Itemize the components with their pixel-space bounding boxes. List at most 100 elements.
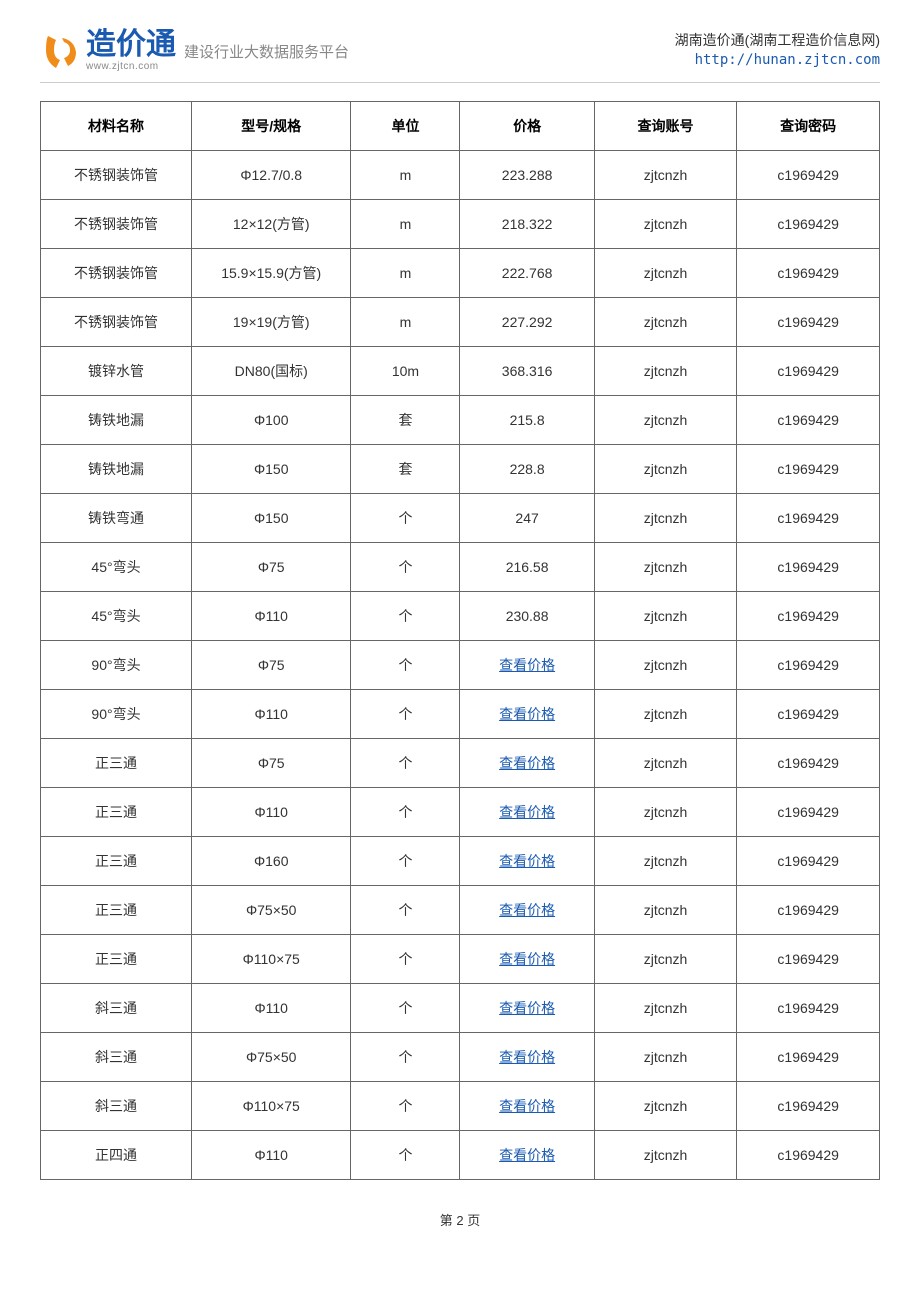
view-price-link[interactable]: 查看价格 [499, 706, 555, 722]
cell-account: zjtcnzh [594, 347, 737, 396]
table-row: 正三通Φ75个查看价格zjtcnzhc1969429 [41, 739, 880, 788]
cell-name: 45°弯头 [41, 543, 192, 592]
cell-name: 90°弯头 [41, 641, 192, 690]
table-row: 不锈钢装饰管15.9×15.9(方管)m222.768zjtcnzhc19694… [41, 249, 880, 298]
cell-account: zjtcnzh [594, 788, 737, 837]
cell-name: 45°弯头 [41, 592, 192, 641]
cell-price: 查看价格 [460, 1131, 594, 1180]
table-row: 90°弯头Φ75个查看价格zjtcnzhc1969429 [41, 641, 880, 690]
cell-password: c1969429 [737, 151, 880, 200]
cell-account: zjtcnzh [594, 249, 737, 298]
page-header: 造价通 www.zjtcn.com 建设行业大数据服务平台 湖南造价通(湖南工程… [40, 30, 880, 83]
table-row: 铸铁地漏Φ100套215.8zjtcnzhc1969429 [41, 396, 880, 445]
table-row: 正四通Φ110个查看价格zjtcnzhc1969429 [41, 1131, 880, 1180]
cell-price: 查看价格 [460, 739, 594, 788]
cell-unit: 个 [351, 935, 460, 984]
cell-spec: DN80(国标) [192, 347, 351, 396]
cell-spec: Φ110×75 [192, 935, 351, 984]
cell-account: zjtcnzh [594, 935, 737, 984]
cell-name: 铸铁地漏 [41, 396, 192, 445]
cell-account: zjtcnzh [594, 151, 737, 200]
col-header-unit: 单位 [351, 102, 460, 151]
cell-password: c1969429 [737, 739, 880, 788]
logo-subtitle: www.zjtcn.com [86, 61, 176, 72]
cell-name: 正三通 [41, 788, 192, 837]
materials-table: 材料名称 型号/规格 单位 价格 查询账号 查询密码 不锈钢装饰管Φ12.7/0… [40, 101, 880, 1180]
cell-spec: Φ110 [192, 1131, 351, 1180]
cell-account: zjtcnzh [594, 396, 737, 445]
cell-password: c1969429 [737, 347, 880, 396]
cell-unit: 个 [351, 543, 460, 592]
cell-unit: 个 [351, 739, 460, 788]
table-row: 不锈钢装饰管Φ12.7/0.8m223.288zjtcnzhc1969429 [41, 151, 880, 200]
cell-password: c1969429 [737, 837, 880, 886]
cell-price: 查看价格 [460, 984, 594, 1033]
table-row: 斜三通Φ75×50个查看价格zjtcnzhc1969429 [41, 1033, 880, 1082]
logo-icon [40, 30, 82, 72]
view-price-link[interactable]: 查看价格 [499, 902, 555, 918]
site-url[interactable]: http://hunan.zjtcn.com [675, 52, 880, 68]
col-header-name: 材料名称 [41, 102, 192, 151]
cell-price: 215.8 [460, 396, 594, 445]
cell-account: zjtcnzh [594, 1082, 737, 1131]
cell-password: c1969429 [737, 445, 880, 494]
logo-tagline: 建设行业大数据服务平台 [184, 41, 349, 62]
site-name: 湖南造价通(湖南工程造价信息网) [675, 30, 880, 50]
view-price-link[interactable]: 查看价格 [499, 853, 555, 869]
logo-title: 造价通 [86, 30, 176, 60]
cell-spec: Φ110 [192, 788, 351, 837]
cell-spec: Φ150 [192, 445, 351, 494]
view-price-link[interactable]: 查看价格 [499, 1049, 555, 1065]
table-row: 90°弯头Φ110个查看价格zjtcnzhc1969429 [41, 690, 880, 739]
cell-spec: 15.9×15.9(方管) [192, 249, 351, 298]
table-row: 45°弯头Φ75个216.58zjtcnzhc1969429 [41, 543, 880, 592]
page-number: 第 2 页 [440, 1213, 480, 1228]
cell-account: zjtcnzh [594, 445, 737, 494]
cell-price: 230.88 [460, 592, 594, 641]
cell-spec: Φ75×50 [192, 886, 351, 935]
cell-unit: m [351, 200, 460, 249]
cell-account: zjtcnzh [594, 592, 737, 641]
view-price-link[interactable]: 查看价格 [499, 804, 555, 820]
cell-spec: Φ75 [192, 739, 351, 788]
table-row: 斜三通Φ110×75个查看价格zjtcnzhc1969429 [41, 1082, 880, 1131]
table-row: 45°弯头Φ110个230.88zjtcnzhc1969429 [41, 592, 880, 641]
cell-name: 不锈钢装饰管 [41, 298, 192, 347]
logo-text-wrap: 造价通 www.zjtcn.com [86, 30, 176, 72]
cell-unit: 个 [351, 690, 460, 739]
cell-password: c1969429 [737, 690, 880, 739]
header-right: 湖南造价通(湖南工程造价信息网) http://hunan.zjtcn.com [675, 30, 880, 68]
cell-unit: m [351, 298, 460, 347]
cell-password: c1969429 [737, 1131, 880, 1180]
view-price-link[interactable]: 查看价格 [499, 1147, 555, 1163]
cell-account: zjtcnzh [594, 690, 737, 739]
table-row: 不锈钢装饰管12×12(方管)m218.322zjtcnzhc1969429 [41, 200, 880, 249]
cell-name: 正三通 [41, 935, 192, 984]
view-price-link[interactable]: 查看价格 [499, 1000, 555, 1016]
view-price-link[interactable]: 查看价格 [499, 1098, 555, 1114]
cell-password: c1969429 [737, 543, 880, 592]
cell-name: 正三通 [41, 886, 192, 935]
cell-spec: Φ150 [192, 494, 351, 543]
page-footer: 第 2 页 [40, 1210, 880, 1229]
cell-name: 铸铁弯通 [41, 494, 192, 543]
view-price-link[interactable]: 查看价格 [499, 657, 555, 673]
view-price-link[interactable]: 查看价格 [499, 755, 555, 771]
table-row: 正三通Φ110个查看价格zjtcnzhc1969429 [41, 788, 880, 837]
cell-spec: 19×19(方管) [192, 298, 351, 347]
header-left: 造价通 www.zjtcn.com 建设行业大数据服务平台 [40, 30, 349, 72]
cell-name: 铸铁地漏 [41, 445, 192, 494]
view-price-link[interactable]: 查看价格 [499, 951, 555, 967]
cell-unit: 个 [351, 641, 460, 690]
cell-account: zjtcnzh [594, 886, 737, 935]
cell-account: zjtcnzh [594, 1131, 737, 1180]
col-header-password: 查询密码 [737, 102, 880, 151]
cell-password: c1969429 [737, 935, 880, 984]
cell-account: zjtcnzh [594, 1033, 737, 1082]
cell-name: 不锈钢装饰管 [41, 151, 192, 200]
cell-name: 正三通 [41, 739, 192, 788]
cell-password: c1969429 [737, 249, 880, 298]
table-row: 不锈钢装饰管19×19(方管)m227.292zjtcnzhc1969429 [41, 298, 880, 347]
cell-name: 正四通 [41, 1131, 192, 1180]
cell-spec: Φ110 [192, 690, 351, 739]
